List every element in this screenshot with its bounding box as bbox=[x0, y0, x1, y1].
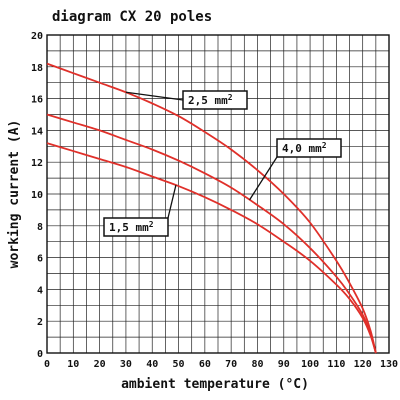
callout-box bbox=[103, 217, 169, 237]
callout-box bbox=[182, 90, 248, 110]
y-tick-label: 20 bbox=[31, 31, 43, 42]
y-tick-label: 18 bbox=[31, 63, 43, 74]
callout-leader bbox=[249, 156, 278, 201]
chart-title: diagram CX 20 poles bbox=[52, 9, 212, 25]
plot-border bbox=[46, 34, 390, 354]
x-axis-label: ambient temperature (°C) bbox=[121, 377, 309, 392]
series-line-3 bbox=[46, 142, 377, 354]
x-tick-label: 80 bbox=[251, 359, 263, 370]
y-tick-label: 14 bbox=[31, 126, 43, 137]
y-tick-label: 2 bbox=[37, 317, 43, 328]
callout-label: 2,5 mm2 bbox=[188, 93, 233, 107]
x-tick-label: 40 bbox=[146, 359, 158, 370]
y-tick-label: 0 bbox=[37, 349, 43, 360]
y-axis-label: working current (A) bbox=[7, 120, 22, 269]
callout-label: 4,0 mm2 bbox=[282, 141, 327, 155]
y-tick-label: 16 bbox=[31, 95, 43, 106]
callout-leader bbox=[167, 184, 177, 219]
y-tick-label: 10 bbox=[31, 190, 43, 201]
series-line-2 bbox=[46, 113, 377, 354]
callout-label: 1,5 mm2 bbox=[109, 220, 154, 234]
x-tick-label: 30 bbox=[120, 359, 132, 370]
y-tick-label: 8 bbox=[37, 222, 43, 233]
series-callouts: 2,5 mm2 4,0 mm2 1,5 mm2 bbox=[103, 90, 342, 237]
x-tick-label: 90 bbox=[278, 359, 290, 370]
x-tick-label: 50 bbox=[173, 359, 185, 370]
y-tick-labels: 0 2 4 6 8 10 12 14 16 18 20 bbox=[31, 31, 43, 360]
x-tick-label: 120 bbox=[354, 359, 372, 370]
series-lines bbox=[46, 62, 377, 354]
y-tick-label: 12 bbox=[31, 158, 43, 169]
callout-box bbox=[276, 138, 342, 158]
y-tick-label: 4 bbox=[37, 285, 43, 296]
x-tick-label: 60 bbox=[199, 359, 211, 370]
x-tick-label: 130 bbox=[380, 359, 398, 370]
y-tick-label: 6 bbox=[37, 254, 43, 265]
series-line-1 bbox=[46, 62, 377, 354]
x-tick-label: 10 bbox=[67, 359, 79, 370]
x-tick-label: 0 bbox=[44, 359, 50, 370]
callout-leader bbox=[125, 91, 184, 101]
x-tick-labels: 0 10 20 30 40 50 60 70 80 90 100 110 120 130 bbox=[44, 359, 398, 370]
x-tick-label: 20 bbox=[94, 359, 106, 370]
x-tick-label: 100 bbox=[301, 359, 319, 370]
x-tick-label: 110 bbox=[327, 359, 345, 370]
x-tick-label: 70 bbox=[225, 359, 237, 370]
